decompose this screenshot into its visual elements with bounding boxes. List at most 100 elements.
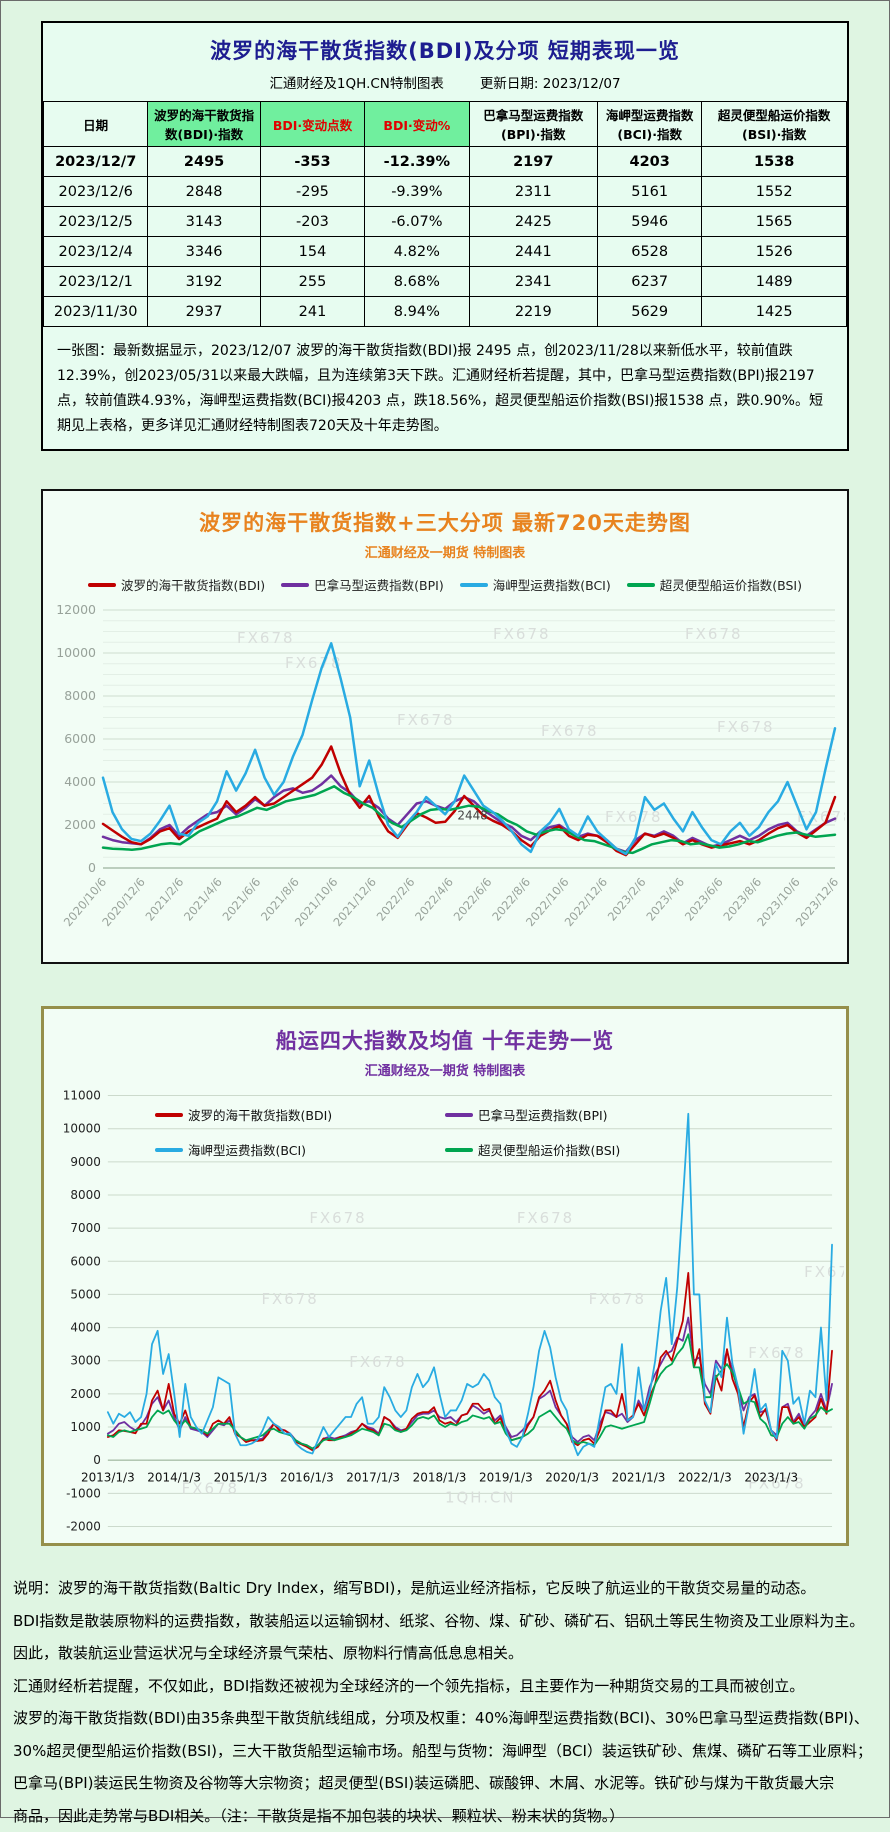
svg-text:10000: 10000: [63, 1122, 101, 1136]
svg-text:2021/6/6: 2021/6/6: [219, 875, 263, 924]
column-header: 超灵便型船运价指数 (BSI)·指数: [702, 102, 847, 147]
svg-text:2022/4/6: 2022/4/6: [412, 875, 456, 924]
table-cell: 2023/12/6: [44, 177, 148, 207]
table-cell: 2495: [148, 147, 260, 177]
svg-text:FX678: FX678: [685, 625, 743, 643]
svg-text:2021/4/6: 2021/4/6: [181, 875, 225, 924]
svg-text:FX678: FX678: [717, 718, 775, 736]
table-cell: 5629: [598, 297, 702, 327]
svg-text:9000: 9000: [70, 1155, 100, 1169]
explanation-line: 因此，散装航运业营运状况与全球经济景气荣枯、原物料行情高低息息相关。: [13, 1637, 877, 1670]
svg-text:8000: 8000: [64, 688, 96, 703]
legend-item: 超灵便型船运价指数(BSI): [445, 1140, 735, 1159]
svg-text:0: 0: [88, 860, 96, 875]
update-date-label: 更新日期: 2023/12/07: [480, 76, 621, 92]
explanation-line: 商品，因此走势常与BDI相关。（注：干散货是指不加包装的块状、颗粒状、粉末状的货…: [13, 1800, 877, 1832]
svg-text:4000: 4000: [70, 1321, 100, 1335]
svg-text:2022/6/6: 2022/6/6: [451, 875, 495, 924]
svg-text:12000: 12000: [56, 602, 96, 617]
table-cell: 241: [260, 297, 364, 327]
summary-paragraph: 一张图：最新数据显示，2023/12/07 波罗的海干散货指数(BDI)报 24…: [43, 327, 847, 449]
table-cell: 5161: [598, 177, 702, 207]
chart-subtitle: 汇通财经及一期货 特制图表: [43, 537, 847, 563]
svg-text:FX678: FX678: [309, 1209, 366, 1227]
panel-title: 波罗的海干散货指数(BDI)及分项 短期表现一览: [43, 23, 847, 65]
table-cell: 2023/12/5: [44, 207, 148, 237]
svg-text:2000: 2000: [70, 1387, 100, 1401]
table-cell: 1565: [702, 207, 847, 237]
legend-item: 海岬型运费指数(BCI): [155, 1140, 445, 1159]
explanation-line: BDI指数是散装原物料的运费指数，散装船运以运输钢材、纸浆、谷物、煤、矿砂、磷矿…: [13, 1605, 877, 1638]
svg-text:2023/6/6: 2023/6/6: [682, 875, 726, 924]
legend-item: 波罗的海干散货指数(BDI): [88, 575, 265, 594]
svg-text:6000: 6000: [64, 731, 96, 746]
table-cell: 8.94%: [365, 297, 469, 327]
svg-text:2017/1/3: 2017/1/3: [346, 1471, 400, 1485]
svg-text:4000: 4000: [64, 774, 96, 789]
explanation-line: 30%超灵便型船运价指数(BSI)，三大干散货船型运输市场。船型与货物：海岬型（…: [13, 1735, 877, 1768]
legend-item: 海岬型运费指数(BCI): [460, 575, 611, 594]
table-cell: -295: [260, 177, 364, 207]
table-cell: 4203: [598, 147, 702, 177]
svg-text:2021/1/3: 2021/1/3: [612, 1471, 666, 1485]
explanation-text: 说明：波罗的海干散货指数(Baltic Dry Index，缩写BDI)，是航运…: [13, 1572, 877, 1832]
table-cell: 2197: [469, 147, 597, 177]
table-cell: 2023/12/1: [44, 267, 148, 297]
table-cell: 2848: [148, 177, 260, 207]
table-cell: 6237: [598, 267, 702, 297]
legend-label: 超灵便型船运价指数(BSI): [478, 1140, 620, 1159]
table-cell: 1489: [702, 267, 847, 297]
table-cell: 2425: [469, 207, 597, 237]
svg-text:-2000: -2000: [66, 1519, 101, 1533]
svg-text:8000: 8000: [70, 1188, 100, 1202]
svg-text:3000: 3000: [70, 1354, 100, 1368]
svg-text:2020/1/3: 2020/1/3: [545, 1471, 599, 1485]
legend-swatch: [155, 1113, 183, 1117]
table-cell: 1552: [702, 177, 847, 207]
explanation-line: 波罗的海干散货指数(BDI)由35条典型干散货航线组成，分项及权重：40%海岬型…: [13, 1702, 877, 1735]
svg-text:2000: 2000: [64, 817, 96, 832]
column-header: 日期: [44, 102, 148, 147]
column-header: 波罗的海干散货指 数(BDI)·指数: [148, 102, 260, 147]
explanation-line: 巴拿马(BPI)装运民生物资及谷物等大宗物资；超灵便型(BSI)装运磷肥、碳酸钾…: [13, 1767, 877, 1800]
svg-text:2022/2/6: 2022/2/6: [374, 875, 418, 924]
chart-legend: 波罗的海干散货指数(BDI) 巴拿马型运费指数(BPI) 海岬型运费指数(BCI) 超…: [43, 563, 847, 594]
svg-text:FX678: FX678: [541, 722, 599, 740]
legend-swatch: [460, 583, 488, 587]
legend-swatch: [627, 583, 655, 587]
legend-swatch: [155, 1148, 183, 1152]
column-header: BDI·变动%: [365, 102, 469, 147]
table-cell: 2311: [469, 177, 597, 207]
table-cell: 1526: [702, 237, 847, 267]
explanation-line: 汇通财经析若提醒，不仅如此，BDI指数还被视为全球经济的一个领先指标，且主要作为…: [13, 1670, 877, 1703]
table-cell: 2441: [469, 237, 597, 267]
table-cell: 2023/12/4: [44, 237, 148, 267]
legend-item: 巴拿马型运费指数(BPI): [445, 1105, 735, 1124]
legend-label: 巴拿马型运费指数(BPI): [478, 1105, 608, 1124]
legend-label: 超灵便型船运价指数(BSI): [660, 575, 802, 594]
svg-text:2013/1/3: 2013/1/3: [81, 1471, 135, 1485]
table-cell: 8.68%: [365, 267, 469, 297]
panel-subtitle: 汇通财经及1QH.CN特制图表更新日期: 2023/12/07: [43, 65, 847, 101]
svg-text:2019/1/3: 2019/1/3: [479, 1471, 533, 1485]
column-header: 海岬型运费指数 (BCI)·指数: [598, 102, 702, 147]
svg-text:10000: 10000: [56, 645, 96, 660]
svg-text:7000: 7000: [70, 1221, 100, 1235]
svg-text:2016/1/3: 2016/1/3: [280, 1471, 334, 1485]
legend-item: 巴拿马型运费指数(BPI): [281, 575, 444, 594]
svg-text:1000: 1000: [70, 1420, 100, 1434]
legend-swatch: [445, 1113, 473, 1117]
legend-label: 波罗的海干散货指数(BDI): [121, 575, 265, 594]
legend-swatch: [445, 1148, 473, 1152]
table-cell: -203: [260, 207, 364, 237]
svg-text:0: 0: [93, 1453, 101, 1467]
table-cell: 2219: [469, 297, 597, 327]
svg-text:1QH.CN: 1QH.CN: [445, 1489, 516, 1507]
